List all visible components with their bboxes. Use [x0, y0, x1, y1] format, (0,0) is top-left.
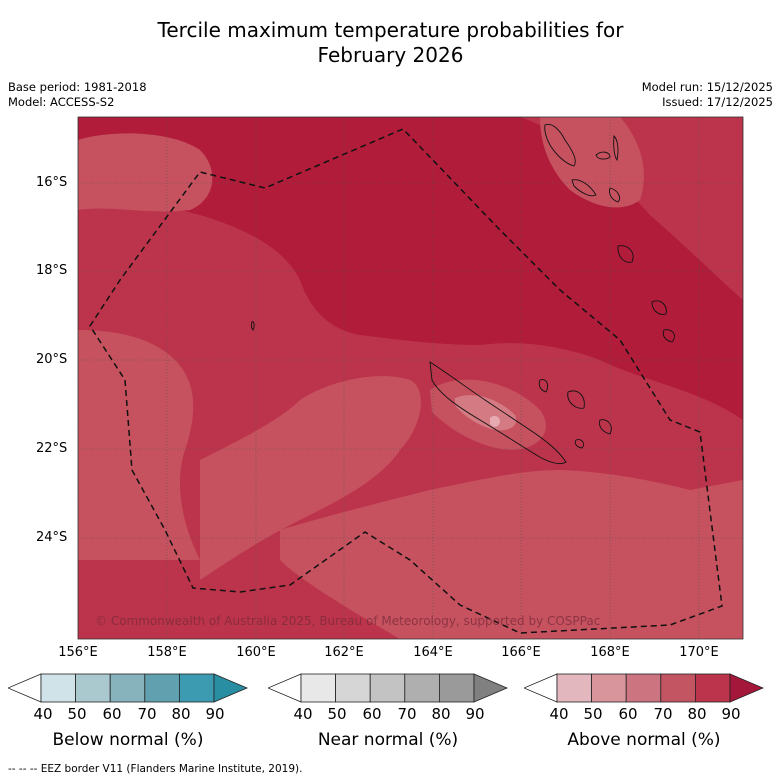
base-period: Base period: 1981-2018	[8, 80, 147, 94]
title-line-1: Tercile maximum temperature probabilitie…	[157, 18, 624, 42]
tick-near-90: 90	[465, 705, 485, 723]
model-run: Model run: 15/12/2025	[641, 80, 773, 94]
issued-date: Issued: 17/12/2025	[662, 95, 773, 109]
field-palest-spot	[490, 415, 500, 427]
tick-near-80: 80	[431, 705, 451, 723]
colorbar-near-normal	[268, 673, 509, 703]
tick-above-80: 80	[687, 705, 707, 723]
small-island-west	[250, 321, 255, 331]
tick-above-60: 60	[618, 705, 638, 723]
loyalty-islands-2	[662, 329, 675, 343]
lat-label-24s: 24°S	[36, 530, 68, 545]
colorbar-segment-2	[591, 673, 627, 703]
vanuatu-island-4	[609, 187, 621, 203]
tick-near-70: 70	[397, 705, 417, 723]
coastlines	[250, 123, 675, 465]
lon-label-160e: 160°E	[236, 645, 276, 660]
field-light-south	[280, 470, 743, 639]
tick-above-50: 50	[583, 705, 603, 723]
colorbar-min-extension	[268, 673, 302, 703]
lon-label-158e: 158°E	[147, 645, 187, 660]
eez-footer-note: -- -- -- EEZ border V11 (Flanders Marine…	[8, 763, 303, 775]
map-frame	[77, 116, 744, 640]
colorbar-min-extension	[8, 673, 42, 703]
tick-below-90: 90	[205, 705, 225, 723]
tick-above-40: 40	[549, 705, 569, 723]
lon-label-170e: 170°E	[679, 645, 719, 660]
lat-label-16s: 16°S	[36, 175, 68, 190]
copyright-notice: © Commonwealth of Australia 2025, Bureau…	[95, 614, 601, 628]
colorbar-segment-3	[109, 673, 146, 703]
loyalty-island-5	[599, 419, 612, 435]
vanuatu-island-5	[617, 245, 634, 263]
colorbar-segment-5	[694, 673, 731, 703]
colorbar-segment-3	[369, 673, 406, 703]
meta-right: Model run: 15/12/2025 Issued: 17/12/2025	[642, 80, 773, 110]
colorbar-segment-1	[556, 673, 592, 703]
colorbar-segment-2	[75, 673, 111, 703]
isle-of-pines	[574, 439, 585, 449]
colorbar-segment-5	[438, 673, 475, 703]
colorbar-segment-1	[40, 673, 76, 703]
colorbar-segment-4	[404, 673, 440, 703]
meta-left: Base period: 1981-2018 Model: ACCESS-S2	[8, 80, 147, 110]
tick-below-60: 60	[102, 705, 122, 723]
tick-below-70: 70	[137, 705, 157, 723]
tick-near-60: 60	[362, 705, 382, 723]
field-light-northwest	[78, 133, 213, 212]
colorbar-below-normal	[8, 673, 249, 703]
colorbar-segment-1	[300, 673, 336, 703]
tick-below-40: 40	[33, 705, 53, 723]
lon-label-164e: 164°E	[413, 645, 453, 660]
vanuatu-island-1	[595, 151, 611, 160]
lat-label-22s: 22°S	[36, 441, 68, 456]
tick-near-40: 40	[293, 705, 313, 723]
eez-border	[89, 128, 723, 634]
colorbar-segment-3	[625, 673, 662, 703]
title-line-2: February 2026	[317, 43, 464, 67]
colorbar-above-normal	[524, 673, 765, 703]
lon-label-166e: 166°E	[501, 645, 541, 660]
colorbar-segment-5	[178, 673, 215, 703]
colorbar-max-extension	[473, 673, 509, 703]
probability-field	[78, 117, 743, 639]
lon-label-168e: 168°E	[590, 645, 630, 660]
colorbar-label-below: Below normal (%)	[52, 730, 204, 750]
field-light-central	[200, 376, 421, 580]
model-name: Model: ACCESS-S2	[8, 95, 115, 109]
tick-below-50: 50	[67, 705, 87, 723]
colorbar-max-extension	[729, 673, 765, 703]
graticule	[78, 117, 743, 639]
lat-label-20s: 20°S	[36, 352, 68, 367]
loyalty-islands-1	[651, 300, 667, 315]
tick-above-70: 70	[653, 705, 673, 723]
colorbar-label-near: Near normal (%)	[317, 730, 459, 750]
chart-title: Tercile maximum temperature probabilitie…	[0, 18, 781, 68]
lon-label-156e: 156°E	[58, 645, 98, 660]
lat-label-18s: 18°S	[36, 263, 68, 278]
loyalty-island-4	[567, 390, 585, 409]
field-lighter-caledonia	[455, 395, 517, 431]
vanuatu-island-3	[571, 179, 597, 197]
colorbar-label-above: Above normal (%)	[567, 730, 721, 750]
vanuatu-island-2	[613, 135, 619, 162]
tick-near-50: 50	[327, 705, 347, 723]
vanuatu-north-coast	[544, 123, 576, 167]
lon-label-162e: 162°E	[324, 645, 364, 660]
loyalty-island-3	[538, 379, 549, 393]
field-light-west	[78, 330, 200, 560]
colorbar-segment-4	[660, 673, 696, 703]
tick-above-90: 90	[721, 705, 741, 723]
colorbar-segment-4	[144, 673, 180, 703]
tick-below-80: 80	[171, 705, 191, 723]
colorbar-max-extension	[213, 673, 249, 703]
colorbar-segment-2	[335, 673, 371, 703]
field-light-northeast	[540, 117, 644, 208]
colorbar-min-extension	[524, 673, 558, 703]
new-caledonia-coast	[429, 361, 567, 465]
